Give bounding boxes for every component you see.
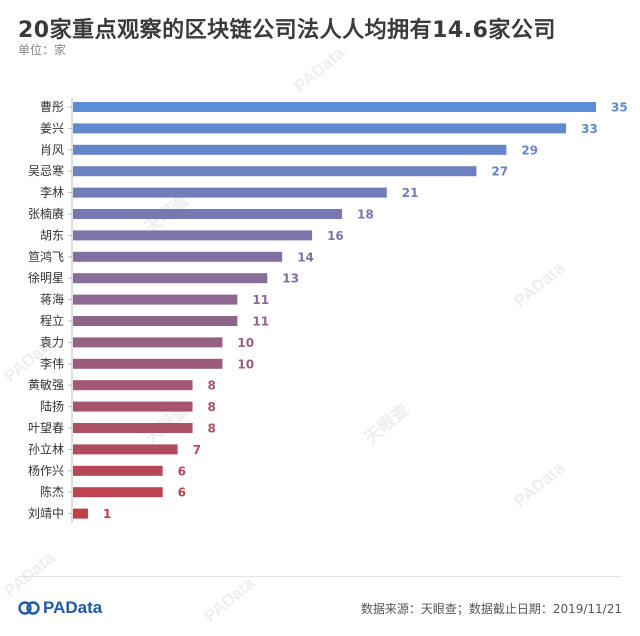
value-label: 27 [491, 165, 508, 179]
category-label: 蒋海 [40, 292, 64, 307]
unit-label: 单位：家 [18, 43, 67, 57]
bar [73, 358, 223, 369]
value-label: 29 [521, 143, 538, 157]
category-label: 程立 [40, 313, 64, 328]
value-label: 8 [208, 400, 216, 414]
value-label: 1 [103, 507, 111, 521]
category-label: 张楠赓 [28, 206, 64, 221]
value-label: 8 [208, 422, 216, 436]
value-label: 33 [581, 122, 598, 136]
category-label: 吴忌寒 [28, 163, 64, 178]
value-label: 14 [297, 250, 314, 264]
bar [73, 123, 567, 134]
bar [73, 444, 178, 455]
category-label: 刘靖中 [28, 506, 64, 521]
value-label: 35 [611, 101, 628, 115]
category-label: 曹彤 [40, 100, 64, 114]
data-source: 数据来源：天眼查；数据截止日期：2019/11/21 [360, 602, 622, 616]
category-label: 肖风 [40, 143, 64, 157]
bar [73, 102, 596, 112]
value-label: 6 [178, 464, 186, 478]
category-label: 叶望春 [28, 421, 64, 435]
value-label: 16 [327, 229, 344, 243]
bar [73, 144, 507, 155]
category-label: 陈杰 [40, 484, 64, 499]
bar [73, 337, 223, 348]
value-label: 21 [402, 186, 419, 200]
bar [73, 251, 283, 262]
category-label: 杨作兴 [28, 463, 64, 478]
value-label: 11 [252, 293, 269, 307]
bar [73, 380, 193, 391]
value-label: 10 [237, 336, 254, 350]
padata-logo-icon [18, 601, 40, 615]
category-label: 孙立林 [28, 441, 64, 456]
category-label: 姜兴 [40, 121, 64, 135]
category-label: 李伟 [40, 356, 64, 371]
chart-title: 20家重点观察的区块链公司法人人均拥有14.6家公司 [18, 18, 556, 43]
value-label: 6 [178, 486, 186, 500]
padata-logo: PAData [18, 598, 102, 618]
bar [73, 508, 88, 519]
value-label: 11 [252, 315, 269, 329]
bar [73, 401, 193, 412]
bar [73, 294, 238, 305]
value-label: 13 [282, 272, 299, 286]
bar [73, 487, 163, 498]
value-label: 18 [357, 208, 374, 222]
value-label: 7 [193, 443, 201, 457]
bar [73, 423, 193, 433]
category-label: 黄敏强 [28, 377, 64, 392]
category-label: 袁力 [40, 335, 64, 349]
bar [73, 187, 387, 198]
category-label: 徐明星 [28, 270, 64, 285]
footer-divider [18, 576, 622, 577]
category-label: 陆扬 [40, 399, 64, 414]
bar [73, 316, 238, 326]
bar [73, 230, 313, 241]
logo-text: PAData [43, 598, 103, 617]
bar [73, 209, 342, 219]
bar [73, 166, 477, 177]
bar [73, 273, 268, 284]
category-label: 李林 [40, 185, 64, 200]
category-label: 胡东 [40, 228, 64, 242]
value-label: 10 [237, 357, 254, 371]
value-label: 8 [208, 379, 216, 393]
bar [73, 465, 163, 476]
category-label: 笪鸿飞 [28, 249, 64, 264]
